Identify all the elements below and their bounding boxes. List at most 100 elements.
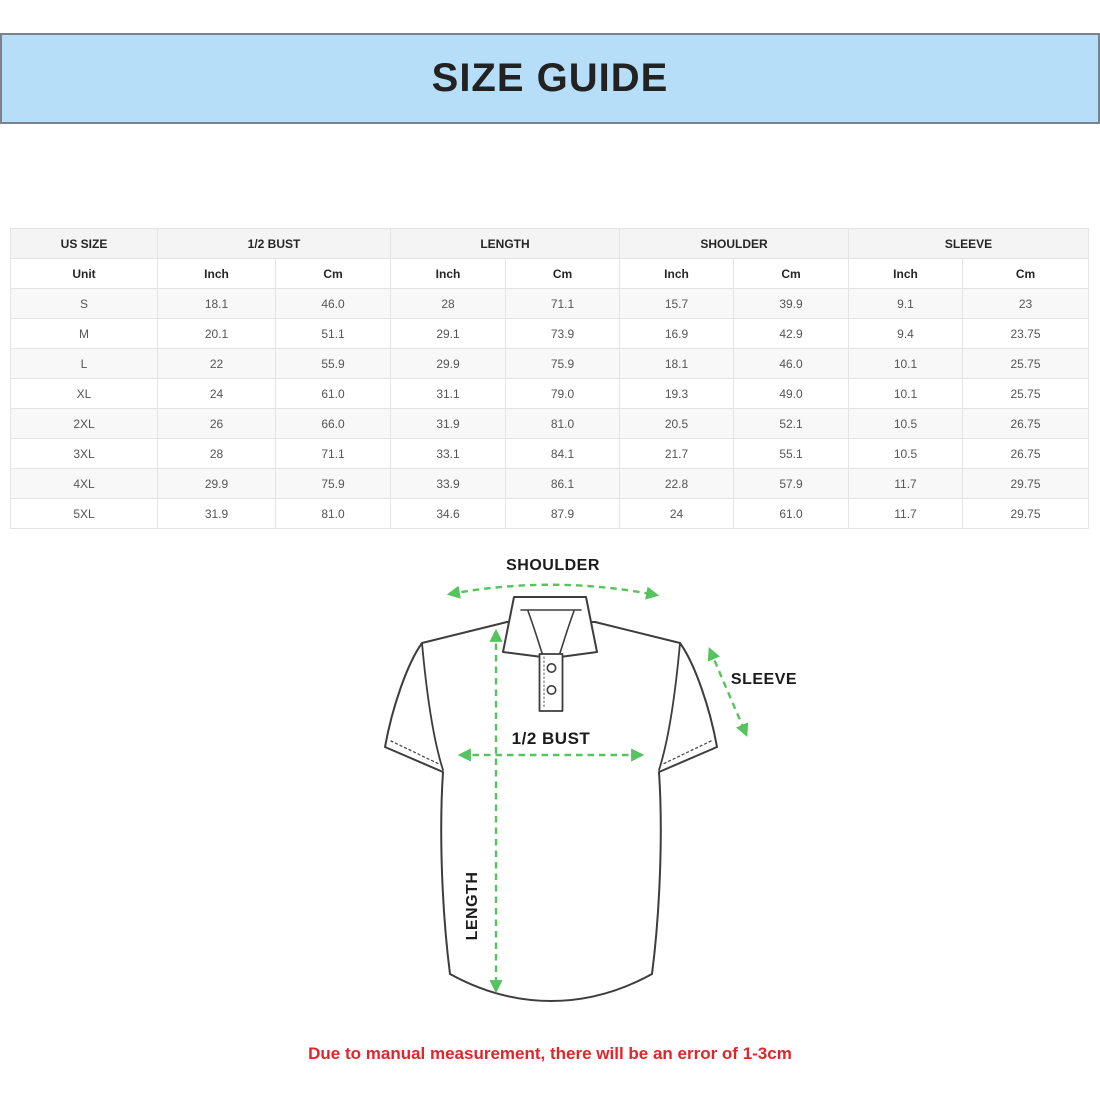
measurement-disclaimer: Due to manual measurement, there will be… bbox=[308, 1044, 792, 1063]
size-value-cell: 61.0 bbox=[275, 378, 391, 409]
size-value-cell: 42.9 bbox=[733, 318, 849, 349]
size-value-cell: 29.75 bbox=[961, 468, 1090, 499]
size-value-cell: 10.5 bbox=[848, 438, 963, 469]
size-value-cell: 23.75 bbox=[961, 318, 1090, 349]
group-header-cell: SHOULDER bbox=[619, 228, 849, 259]
size-value-cell: 34.6 bbox=[390, 498, 506, 529]
group-header-row: US SIZE 1/2 BUST LENGTH SHOULDER SLEEVE bbox=[10, 228, 1090, 259]
size-value-cell: 31.9 bbox=[390, 408, 506, 439]
size-value-cell: 75.9 bbox=[275, 468, 391, 499]
size-value-cell: 81.0 bbox=[275, 498, 391, 529]
size-value-cell: 29.9 bbox=[157, 468, 276, 499]
size-name-cell: 2XL bbox=[10, 408, 158, 439]
size-value-cell: 29.9 bbox=[390, 348, 506, 379]
size-value-cell: 71.1 bbox=[275, 438, 391, 469]
size-value-cell: 24 bbox=[157, 378, 276, 409]
size-value-cell: 19.3 bbox=[619, 378, 734, 409]
size-value-cell: 75.9 bbox=[505, 348, 620, 379]
size-value-cell: 25.75 bbox=[961, 378, 1090, 409]
size-value-cell: 10.1 bbox=[848, 348, 963, 379]
size-value-cell: 26.75 bbox=[961, 438, 1090, 469]
size-table-body: S 18.1 46.0 28 71.1 15.7 39.9 9.1 23 M 20.1 51.1 29.… bbox=[10, 288, 1090, 529]
size-value-cell: 21.7 bbox=[619, 438, 734, 469]
size-value-cell: 28 bbox=[390, 288, 506, 319]
size-row: 3XL 28 71.1 33.1 84.1 21.7 55.1 10.5 26.75 bbox=[10, 438, 1090, 469]
size-value-cell: 24 bbox=[619, 498, 734, 529]
size-row: M 20.1 51.1 29.1 73.9 16.9 42.9 9.4 23.75 bbox=[10, 318, 1090, 349]
unit-header-cell: Inch bbox=[848, 258, 963, 289]
shoulder-label: SHOULDER bbox=[506, 557, 600, 574]
button-icon bbox=[546, 663, 557, 674]
size-value-cell: 52.1 bbox=[733, 408, 849, 439]
size-row: S 18.1 46.0 28 71.1 15.7 39.9 9.1 23 bbox=[10, 288, 1090, 319]
size-value-cell: 18.1 bbox=[619, 348, 734, 379]
bust-label: 1/2 BUST bbox=[512, 729, 591, 748]
size-value-cell: 20.5 bbox=[619, 408, 734, 439]
size-value-cell: 49.0 bbox=[733, 378, 849, 409]
group-header-cell: LENGTH bbox=[390, 228, 620, 259]
size-row: 4XL 29.9 75.9 33.9 86.1 22.8 57.9 11.7 29.75 bbox=[10, 468, 1090, 499]
size-name-cell: 3XL bbox=[10, 438, 158, 469]
size-value-cell: 73.9 bbox=[505, 318, 620, 349]
size-value-cell: 33.1 bbox=[390, 438, 506, 469]
size-value-cell: 66.0 bbox=[275, 408, 391, 439]
size-row: 5XL 31.9 81.0 34.6 87.9 24 61.0 11.7 29.75 bbox=[10, 498, 1090, 529]
button-icon bbox=[546, 685, 557, 696]
unit-header-cell: Inch bbox=[619, 258, 734, 289]
size-value-cell: 46.0 bbox=[733, 348, 849, 379]
size-value-cell: 81.0 bbox=[505, 408, 620, 439]
size-name-cell: S bbox=[10, 288, 158, 319]
size-value-cell: 10.5 bbox=[848, 408, 963, 439]
group-header-cell: US SIZE bbox=[10, 228, 158, 259]
size-value-cell: 18.1 bbox=[157, 288, 276, 319]
group-header-cell: 1/2 BUST bbox=[157, 228, 391, 259]
size-name-cell: 5XL bbox=[10, 498, 158, 529]
size-value-cell: 9.1 bbox=[848, 288, 963, 319]
size-value-cell: 28 bbox=[157, 438, 276, 469]
size-name-cell: XL bbox=[10, 378, 158, 409]
size-name-cell: L bbox=[10, 348, 158, 379]
polo-shirt-measurement-diagram: SHOULDER SLEEVE 1/2 BUST LENGTH bbox=[384, 557, 797, 1002]
size-name-cell: 4XL bbox=[10, 468, 158, 499]
shoulder-measure-arrow bbox=[446, 583, 660, 600]
size-value-cell: 55.1 bbox=[733, 438, 849, 469]
size-value-cell: 25.75 bbox=[961, 348, 1090, 379]
unit-header-cell: Cm bbox=[275, 258, 391, 289]
size-row: 2XL 26 66.0 31.9 81.0 20.5 52.1 10.5 26.75 bbox=[10, 408, 1090, 439]
unit-header-cell: Cm bbox=[733, 258, 849, 289]
size-value-cell: 11.7 bbox=[848, 498, 963, 529]
page-title: SIZE GUIDE bbox=[431, 56, 669, 100]
size-value-cell: 31.9 bbox=[157, 498, 276, 529]
size-value-cell: 39.9 bbox=[733, 288, 849, 319]
unit-header-row: Unit Inch Cm Inch Cm Inch Cm Inch Cm bbox=[10, 258, 1090, 289]
size-value-cell: 79.0 bbox=[505, 378, 620, 409]
size-value-cell: 55.9 bbox=[275, 348, 391, 379]
size-value-cell: 10.1 bbox=[848, 378, 963, 409]
unit-header-cell: Cm bbox=[505, 258, 620, 289]
size-value-cell: 46.0 bbox=[275, 288, 391, 319]
size-value-cell: 84.1 bbox=[505, 438, 620, 469]
size-value-cell: 29.75 bbox=[961, 498, 1090, 529]
size-name-cell: M bbox=[10, 318, 158, 349]
size-value-cell: 16.9 bbox=[619, 318, 734, 349]
unit-header-cell: Inch bbox=[157, 258, 276, 289]
size-value-cell: 26 bbox=[157, 408, 276, 439]
size-guide-banner: SIZE GUIDE bbox=[0, 33, 1100, 124]
size-value-cell: 71.1 bbox=[505, 288, 620, 319]
size-row: L 22 55.9 29.9 75.9 18.1 46.0 10.1 25.75 bbox=[10, 348, 1090, 379]
unit-header-cell: Cm bbox=[961, 258, 1090, 289]
size-value-cell: 22 bbox=[157, 348, 276, 379]
length-label: LENGTH bbox=[464, 872, 481, 941]
size-row: XL 24 61.0 31.1 79.0 19.3 49.0 10.1 25.75 bbox=[10, 378, 1090, 409]
size-value-cell: 33.9 bbox=[390, 468, 506, 499]
unit-header-cell: Unit bbox=[10, 258, 158, 289]
sleeve-measure-arrow bbox=[707, 646, 749, 738]
sleeve-label: SLEEVE bbox=[731, 671, 797, 688]
unit-header-cell: Inch bbox=[390, 258, 506, 289]
size-value-cell: 9.4 bbox=[848, 318, 963, 349]
size-value-cell: 86.1 bbox=[505, 468, 620, 499]
polo-shirt-illustration bbox=[384, 596, 718, 1002]
size-value-cell: 26.75 bbox=[961, 408, 1090, 439]
size-value-cell: 51.1 bbox=[275, 318, 391, 349]
size-value-cell: 22.8 bbox=[619, 468, 734, 499]
